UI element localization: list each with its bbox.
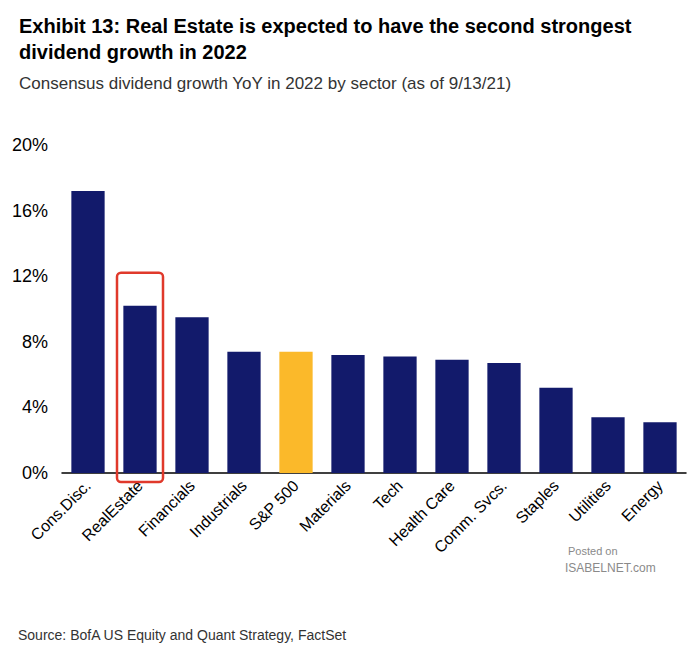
- svg-text:Posted on: Posted on: [568, 545, 618, 557]
- svg-text:Health Care: Health Care: [385, 477, 458, 550]
- svg-text:Financials: Financials: [135, 477, 198, 540]
- svg-text:Industrials: Industrials: [186, 477, 250, 541]
- svg-text:0%: 0%: [22, 463, 48, 483]
- svg-text:ISABELNET.com: ISABELNET.com: [565, 561, 656, 575]
- svg-text:Materials: Materials: [296, 477, 354, 535]
- svg-text:16%: 16%: [12, 201, 48, 221]
- svg-text:Source: BofA US Equity and Qua: Source: BofA US Equity and Quant Strateg…: [18, 627, 346, 643]
- svg-text:Energy: Energy: [618, 477, 666, 525]
- svg-text:dividend growth in 2022: dividend growth in 2022: [19, 41, 247, 63]
- svg-text:Exhibit 13: Real Estate is exp: Exhibit 13: Real Estate is expected to h…: [19, 15, 637, 37]
- svg-text:20%: 20%: [12, 135, 48, 155]
- svg-text:4%: 4%: [22, 397, 48, 417]
- svg-text:RealEstate: RealEstate: [79, 477, 146, 544]
- svg-text:Consensus dividend growth YoY: Consensus dividend growth YoY in 2022 by…: [19, 74, 511, 93]
- svg-text:8%: 8%: [22, 332, 48, 352]
- svg-text:12%: 12%: [12, 266, 48, 286]
- svg-text:Comm. Svcs.: Comm. Svcs.: [431, 477, 510, 556]
- svg-text:Staples: Staples: [512, 477, 562, 527]
- svg-text:S&P 500: S&P 500: [246, 477, 303, 534]
- svg-text:Tech: Tech: [370, 477, 406, 513]
- svg-text:Utilities: Utilities: [566, 477, 614, 525]
- svg-text:Cons.Disc.: Cons.Disc.: [27, 477, 94, 544]
